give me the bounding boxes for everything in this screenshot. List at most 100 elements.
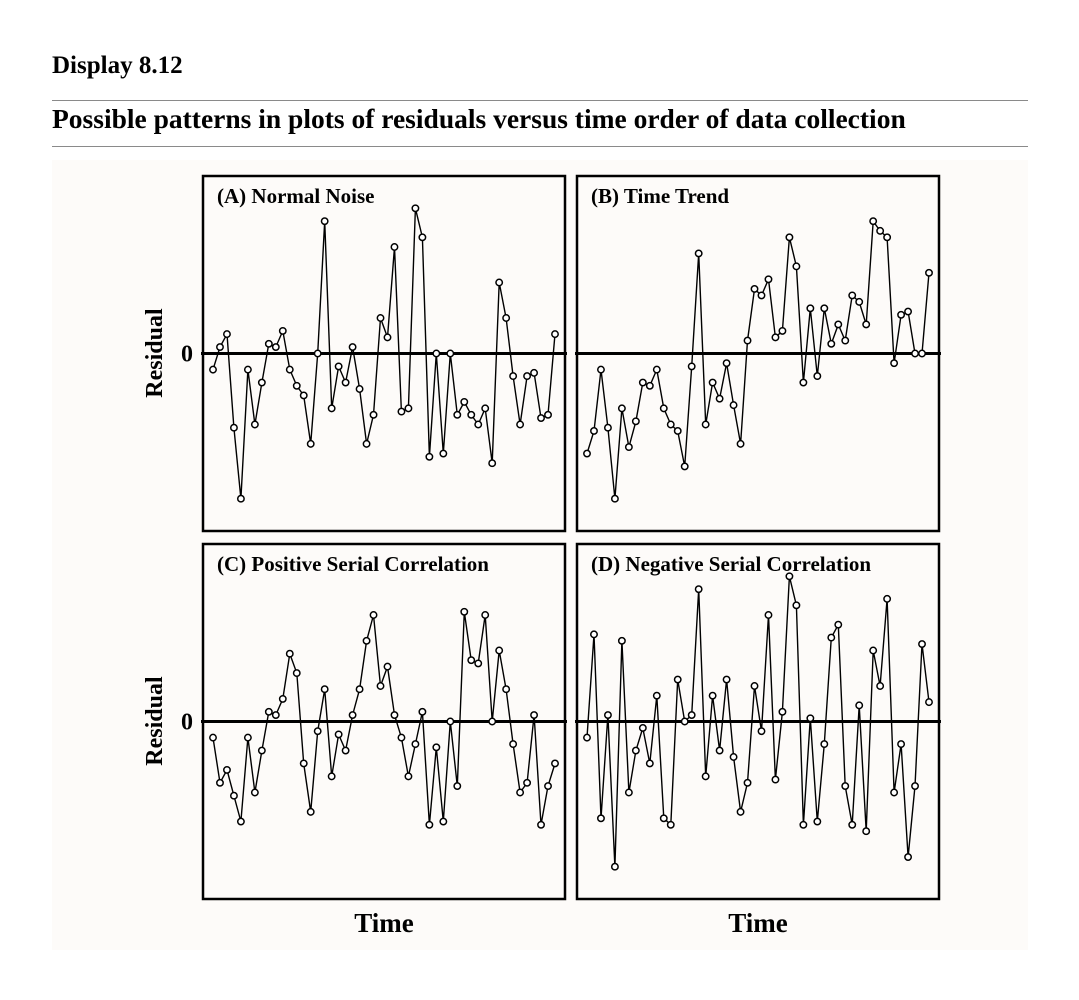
y-tick-label-zero: 0: [181, 710, 193, 736]
data-point: [820, 740, 829, 749]
data-point: [834, 320, 843, 329]
data-point: [292, 669, 301, 678]
data-point: [523, 372, 532, 381]
data-point: [250, 788, 259, 797]
data-point: [659, 814, 668, 823]
data-point: [341, 746, 350, 755]
data-point: [687, 711, 696, 719]
data-point: [516, 788, 525, 797]
data-point: [467, 410, 476, 419]
data-point: [597, 365, 605, 374]
data-point: [530, 368, 539, 377]
data-point: [516, 420, 525, 429]
data-point: [806, 304, 815, 313]
data-point: [771, 775, 780, 784]
data-point: [453, 410, 462, 419]
data-point: [645, 759, 654, 768]
data-point: [617, 404, 626, 413]
data-point: [355, 385, 364, 393]
data-point: [383, 662, 392, 671]
data-point: [841, 782, 850, 790]
data-point: [216, 343, 224, 351]
data-point: [257, 378, 266, 387]
data-point: [631, 417, 640, 426]
data-point: [446, 349, 455, 358]
data-point: [285, 649, 294, 658]
data-point: [876, 682, 885, 690]
data-point: [694, 585, 703, 594]
data-point: [701, 420, 710, 429]
data-point: [897, 310, 906, 319]
data-point: [292, 381, 301, 390]
data-point: [583, 449, 591, 458]
data-point: [673, 675, 682, 684]
data-point: [590, 630, 598, 639]
data-point: [229, 791, 238, 800]
data-point: [404, 772, 413, 781]
data-point: [631, 746, 640, 755]
data-point: [869, 217, 878, 226]
data-point: [446, 717, 455, 726]
data-point: [904, 853, 913, 861]
data-point: [530, 711, 539, 719]
data-point: [271, 711, 280, 719]
x-axis-label: Time: [728, 908, 788, 938]
data-point: [813, 372, 822, 381]
data-point: [603, 711, 612, 719]
data-point: [544, 410, 552, 419]
data-point: [397, 407, 406, 416]
data-point: [848, 820, 857, 829]
panel-d: (D) Negative Serial Correlation Time: [575, 542, 941, 938]
data-point: [236, 494, 245, 503]
data-point: [729, 401, 738, 410]
data-point: [827, 633, 836, 642]
data-point: [597, 814, 605, 823]
data-point: [715, 746, 724, 755]
figure-heading: Possible patterns in plots of residuals …: [52, 103, 906, 134]
data-point: [390, 243, 399, 251]
data-point: [708, 378, 717, 387]
series-line: [586, 576, 930, 867]
data-point: [481, 404, 490, 413]
data-point: [610, 862, 619, 871]
data-point: [694, 249, 703, 258]
data-point: [432, 349, 441, 358]
data-point: [369, 611, 378, 619]
data-point: [820, 304, 829, 313]
data-point: [806, 714, 815, 723]
data-point: [897, 740, 906, 749]
data-point: [659, 404, 668, 413]
data-point: [855, 297, 864, 306]
data-point: [722, 359, 731, 368]
data-point: [624, 443, 633, 452]
data-point: [474, 659, 483, 668]
data-point: [778, 707, 787, 716]
data-point: [750, 285, 759, 293]
data-point: [209, 733, 217, 742]
data-point: [785, 572, 794, 581]
data-point: [418, 233, 427, 242]
data-point: [799, 820, 808, 829]
data-point: [624, 788, 633, 797]
data-point: [680, 462, 689, 471]
data-point: [376, 314, 385, 322]
y-axis-label: Residual: [142, 676, 168, 766]
data-point: [687, 362, 696, 371]
data-point: [369, 410, 378, 419]
data-point: [264, 339, 273, 348]
data-point: [890, 359, 899, 368]
data-point: [229, 423, 238, 432]
panel-title: (C) Positive Serial Correlation: [217, 552, 489, 576]
data-point: [544, 782, 552, 790]
data-point: [474, 420, 483, 429]
data-point: [467, 656, 476, 665]
panel-title: (B) Time Trend: [591, 184, 729, 208]
data-point: [750, 682, 759, 690]
data-point: [673, 427, 682, 435]
data-point: [306, 807, 315, 816]
data-point: [257, 746, 266, 755]
data-point: [362, 636, 371, 645]
data-point: [243, 365, 252, 374]
data-point: [327, 404, 336, 413]
data-point: [771, 333, 780, 342]
